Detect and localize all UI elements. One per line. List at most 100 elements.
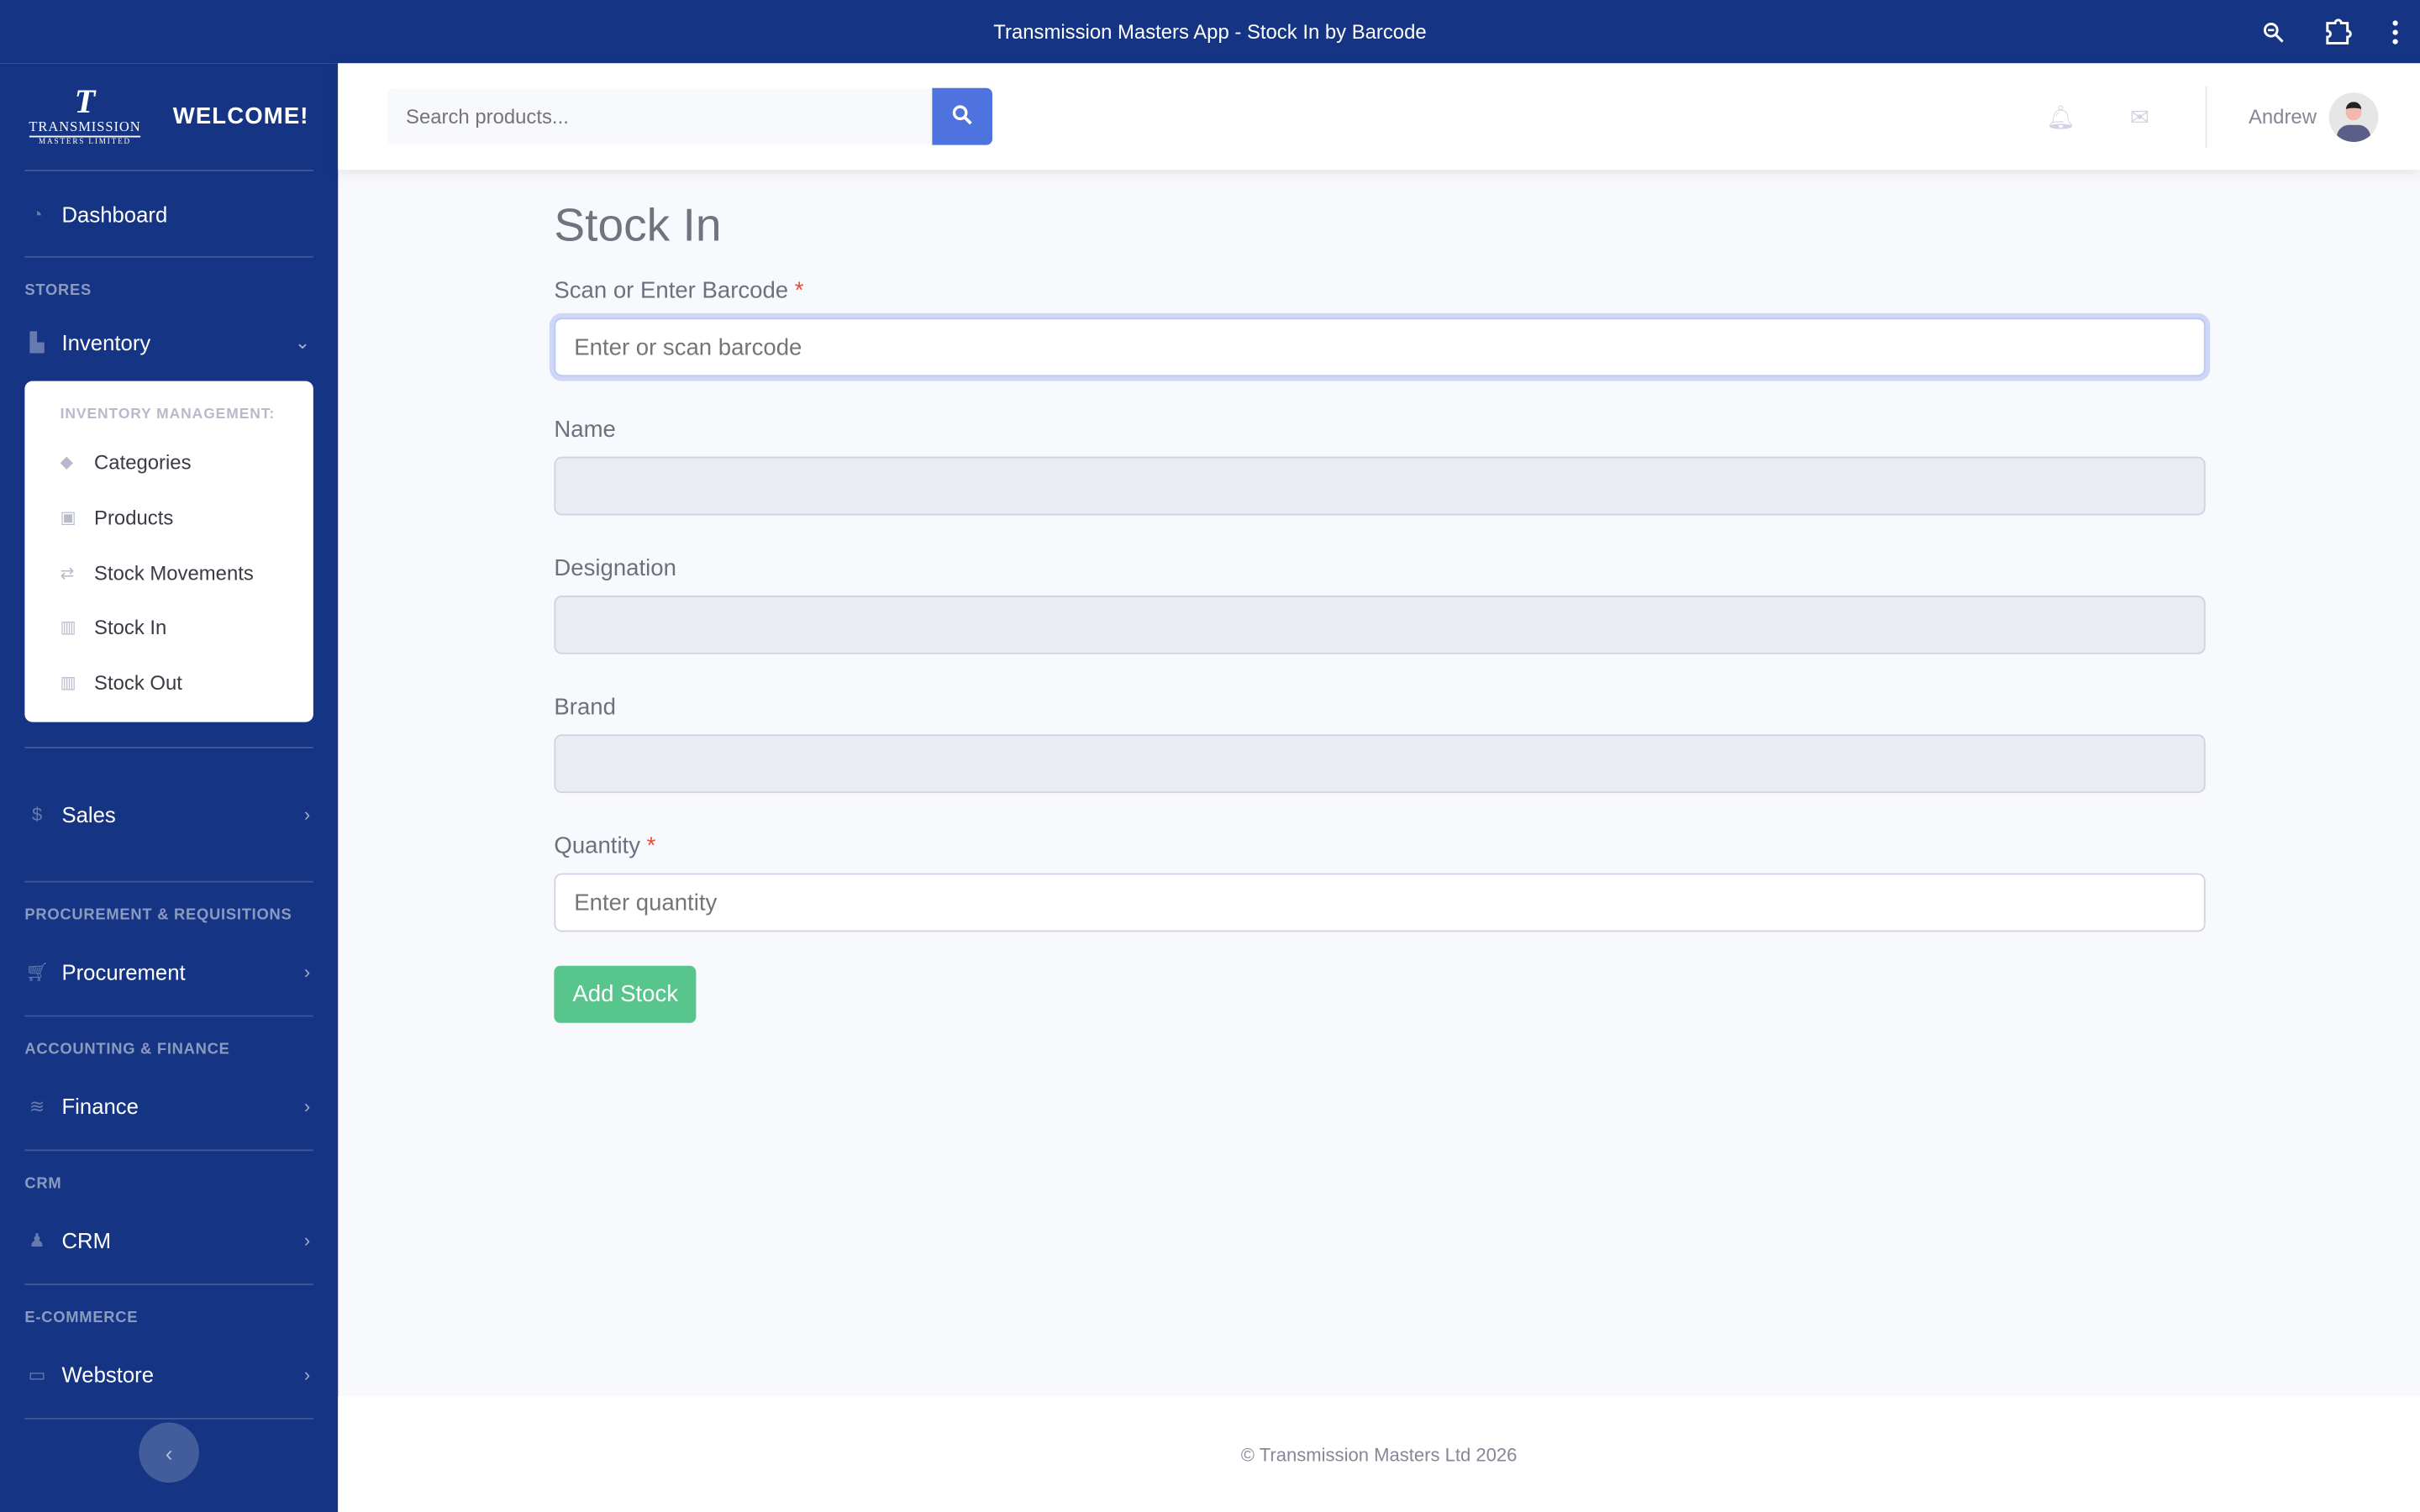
label-text: Quantity <box>554 832 641 860</box>
sidebar-item-inventory[interactable]: ▙ Inventory ⌄ <box>0 304 338 381</box>
zoom-out-icon[interactable] <box>2263 21 2285 43</box>
tachometer-icon: ◔ <box>31 202 43 225</box>
sidebar: T TRANSMISSION MASTERS LIMITED WELCOME! … <box>0 63 339 1512</box>
barcode-input[interactable] <box>554 318 2206 377</box>
topbar: 🔔︎ ✉ Andrew <box>338 63 2420 171</box>
divider <box>24 746 313 748</box>
required-mark: * <box>794 277 804 304</box>
search-icon <box>952 104 972 124</box>
sidebar-item-label: CRM <box>61 1228 112 1253</box>
bell-icon[interactable]: 🔔︎ <box>2046 103 2076 131</box>
submenu-label: Stock In <box>94 616 167 640</box>
sidebar-item-procurement[interactable]: 🛒︎ Procurement › <box>0 929 338 1016</box>
sidebar-item-label: Procurement <box>61 959 186 984</box>
user-tie-icon: ♟ <box>29 1229 45 1252</box>
divider <box>24 255 313 258</box>
copyright-text: © Transmission Masters Ltd 2026 <box>1240 1443 1518 1465</box>
name-label: Name <box>554 416 616 444</box>
submenu-item-stock-movements[interactable]: ⇄ Stock Movements <box>24 545 313 601</box>
required-mark: * <box>646 832 656 860</box>
dollar-icon: $ <box>31 803 43 826</box>
logo-line1: TRANSMISSION <box>29 118 141 138</box>
barcode-label: Scan or Enter Barcode * <box>554 278 2205 304</box>
inventory-submenu: INVENTORY MANAGEMENT: ◆ Categories ▣ Produ… <box>24 381 313 722</box>
logo-line2: MASTERS LIMITED <box>39 139 132 147</box>
chevron-down-icon: ⌄ <box>294 331 311 354</box>
window-titlebar: Transmission Masters App - Stock In by B… <box>0 0 2420 64</box>
divider <box>24 1015 313 1017</box>
submenu-label: Categories <box>94 450 192 475</box>
chevron-right-icon: › <box>303 1229 311 1252</box>
user-name[interactable]: Andrew <box>2248 104 2317 129</box>
sidebar-item-label: Dashboard <box>61 201 168 227</box>
designation-label: Designation <box>554 555 676 582</box>
divider <box>24 880 313 883</box>
submenu-item-products[interactable]: ▣ Products <box>24 491 313 546</box>
search-button[interactable] <box>932 87 993 145</box>
sidebar-toggle-button[interactable]: ‹ <box>139 1422 199 1483</box>
section-heading-stores: STORES <box>24 282 92 300</box>
section-heading-ecommerce: E-COMMERCE <box>24 1310 139 1327</box>
brand-link[interactable]: T TRANSMISSION MASTERS LIMITED WELCOME! <box>0 63 338 170</box>
quantity-label: Quantity * <box>554 833 2205 859</box>
footer: © Transmission Masters Ltd 2026 <box>338 1396 2420 1512</box>
store-icon: ▭ <box>28 1363 46 1386</box>
sidebar-item-label: Webstore <box>61 1362 155 1388</box>
divider <box>24 1417 313 1420</box>
search-input[interactable] <box>387 87 933 145</box>
submenu-heading: INVENTORY MANAGEMENT: <box>60 406 276 423</box>
company-logo: T TRANSMISSION MASTERS LIMITED <box>24 81 145 148</box>
sidebar-item-sales[interactable]: $ Sales › <box>0 748 338 881</box>
section-heading-procurement: PROCUREMENT & REQUISITIONS <box>24 907 292 925</box>
sidebar-item-dashboard[interactable]: ◔ Dashboard <box>0 171 338 256</box>
more-menu-icon[interactable] <box>2392 19 2398 44</box>
sidebar-item-label: Finance <box>61 1094 139 1119</box>
submenu-label: Stock Movements <box>94 561 254 585</box>
avatar[interactable] <box>2328 92 2379 142</box>
barcode-icon: ▥ <box>60 619 76 638</box>
submenu-item-categories[interactable]: ◆ Categories <box>24 435 313 491</box>
sidebar-item-crm[interactable]: ♟ CRM › <box>0 1197 338 1284</box>
sidebar-item-finance[interactable]: ≋ Finance › <box>0 1063 338 1150</box>
stock-in-form: Stock In Scan or Enter Barcode * Name De… <box>554 200 2206 1023</box>
tags-icon: ◆ <box>60 454 74 473</box>
chevron-right-icon: › <box>303 961 311 984</box>
submenu-label: Products <box>94 506 174 530</box>
logo-letter: T <box>74 81 96 121</box>
welcome-text: WELCOME! <box>172 103 309 130</box>
warehouse-icon: ▙ <box>29 331 45 354</box>
extensions-puzzle-icon[interactable] <box>2324 18 2352 45</box>
chevron-right-icon: › <box>303 1363 311 1386</box>
search-form <box>387 87 993 145</box>
section-heading-crm: CRM <box>24 1175 62 1193</box>
sidebar-item-label: Sales <box>61 802 116 827</box>
chevron-right-icon: › <box>303 1095 311 1117</box>
barcode-icon: ▥ <box>60 674 76 693</box>
sidebar-item-webstore[interactable]: ▭ Webstore › <box>0 1331 338 1418</box>
exchange-icon: ⇄ <box>60 564 75 583</box>
cart-icon: 🛒︎ <box>25 961 50 984</box>
chevron-left-icon: ‹ <box>165 1440 173 1465</box>
coins-icon: ≋ <box>29 1095 45 1117</box>
add-stock-button[interactable]: Add Stock <box>554 965 697 1023</box>
page-title: Stock In <box>554 200 722 252</box>
box-icon: ▣ <box>60 509 76 528</box>
designation-field <box>554 595 2206 654</box>
divider <box>24 1149 313 1152</box>
chevron-right-icon: › <box>303 803 311 826</box>
submenu-item-stock-in[interactable]: ▥ Stock In <box>24 601 313 656</box>
label-text: Scan or Enter Barcode <box>554 277 789 304</box>
brand-label: Brand <box>554 694 616 721</box>
submenu-label: Stock Out <box>94 671 182 695</box>
divider <box>24 170 313 171</box>
submenu-item-stock-out[interactable]: ▥ Stock Out <box>24 655 313 711</box>
brand-field <box>554 734 2206 794</box>
quantity-input[interactable] <box>554 873 2206 932</box>
section-heading-finance: ACCOUNTING & FINANCE <box>24 1041 230 1059</box>
divider <box>24 1284 313 1286</box>
envelope-icon[interactable]: ✉ <box>2129 103 2150 131</box>
name-field <box>554 456 2206 516</box>
divider <box>2205 85 2207 148</box>
sidebar-item-label: Inventory <box>61 330 151 355</box>
window-title: Transmission Masters App - Stock In by B… <box>993 19 1427 44</box>
